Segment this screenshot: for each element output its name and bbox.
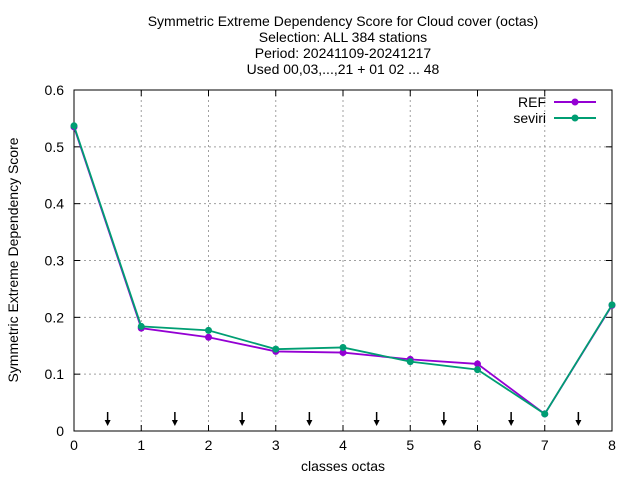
data-point: [137, 322, 145, 330]
y-tick-label: 0.3: [45, 253, 65, 269]
x-tick-label: 0: [70, 437, 78, 453]
y-tick-label: 0.5: [45, 139, 65, 155]
data-point: [474, 366, 481, 374]
y-tick-label: 0.2: [45, 309, 65, 325]
legend-marker-seviri: [571, 114, 579, 122]
x-tick-label: 8: [608, 437, 616, 453]
arrow-marker: [239, 412, 246, 426]
x-tick-label: 5: [406, 437, 414, 453]
legend-marker-ref: [571, 98, 579, 106]
arrow-marker: [575, 412, 582, 426]
x-tick-label: 6: [474, 437, 482, 453]
arrow-marker: [440, 412, 447, 426]
data-point: [339, 349, 347, 357]
legend-label-seviri: seviri: [513, 110, 546, 126]
x-tick-label: 1: [137, 437, 145, 453]
arrow-marker: [373, 412, 380, 426]
data-point: [541, 410, 549, 418]
y-tick-label: 0.1: [45, 366, 65, 382]
legend-label-ref: REF: [518, 94, 546, 110]
x-tick-label: 2: [205, 437, 213, 453]
y-tick-label: 0.4: [45, 196, 65, 212]
axis-ticks: 0 1 2 3 4 5 6 7 8 0 0.1 0.2 0.3 0.4 0.5 0.6: [45, 82, 617, 453]
title-line-1: Symmetric Extreme Dependency Score for C…: [148, 13, 539, 29]
data-point: [406, 358, 414, 366]
data-point: [474, 360, 481, 368]
arrow-marker: [306, 412, 313, 426]
data-point: [205, 333, 212, 341]
y-axis-label: Symmetric Extreme Dependency Score: [5, 137, 21, 382]
arrow-marker: [104, 412, 111, 426]
arrow-marker: [508, 412, 515, 426]
x-tick-label: 7: [541, 437, 549, 453]
data-point: [70, 122, 78, 130]
x-tick-label: 4: [339, 437, 347, 453]
y-tick-label: 0.6: [45, 82, 65, 98]
arrow-marker: [171, 412, 178, 426]
data-point: [205, 326, 212, 334]
data-point: [339, 343, 347, 351]
legend: REF seviri: [513, 94, 596, 126]
title-line-3: Period: 20241109-20241217: [255, 45, 432, 61]
y-tick-label: 0: [56, 423, 64, 439]
series-group: [70, 122, 616, 418]
x-axis-label: classes octas: [301, 458, 385, 474]
title-line-2: Selection: ALL 384 stations: [259, 29, 427, 45]
data-point: [608, 301, 616, 309]
arrow-markers: [104, 412, 582, 426]
chart-title: Symmetric Extreme Dependency Score for C…: [148, 13, 539, 77]
data-point: [272, 345, 280, 353]
title-line-4: Used 00,03,...,21 + 01 02 ... 48: [247, 61, 440, 77]
x-tick-label: 3: [272, 437, 280, 453]
grid: [74, 90, 612, 431]
series-seviri: [70, 122, 616, 418]
